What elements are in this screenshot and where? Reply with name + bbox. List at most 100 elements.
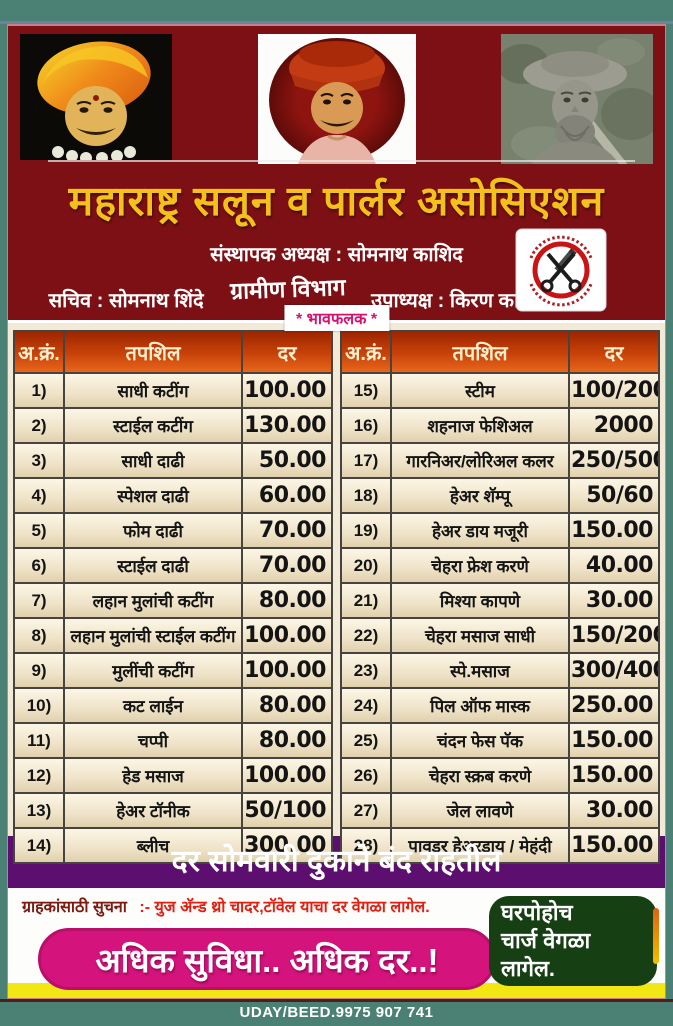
- scissors-icon: [532, 241, 590, 299]
- row-serial: 2): [13, 407, 65, 444]
- row-service-name: स्पे.मसाज: [390, 652, 570, 689]
- row-serial: 22): [340, 617, 392, 654]
- home-delivery-box: घरपोहोच चार्ज वेगळा लागेल.: [489, 896, 659, 986]
- row-rate: 150.00: [568, 757, 660, 794]
- row-rate: 150.00: [568, 827, 660, 864]
- price-tables-panel: अ.क्रं. तपशिल दर 1) साधी कटींग 100.00 2)…: [8, 320, 665, 864]
- row-rate: 150/200: [568, 617, 660, 654]
- table-header-row: अ.क्रं. तपशिल दर: [340, 330, 660, 374]
- slogan-pill: अधिक सुविधा.. अधिक दर..!: [38, 928, 496, 990]
- row-serial: 17): [340, 442, 392, 479]
- table-row: 6) स्टाईल दाढी 70.00: [13, 547, 333, 584]
- table-row: 11) चप्पी 80.00: [13, 722, 333, 759]
- row-serial: 19): [340, 512, 392, 549]
- row-service-name: स्टाईल दाढी: [63, 547, 243, 584]
- row-serial: 24): [340, 687, 392, 724]
- table-row: 7) लहान मुलांची कटींग 80.00: [13, 582, 333, 619]
- row-rate: 2000: [568, 407, 660, 444]
- table-row: 18) हेअर शॅम्पू 50/60: [340, 477, 660, 514]
- row-serial: 26): [340, 757, 392, 794]
- row-rate: 300/400: [568, 652, 660, 689]
- row-serial: 14): [13, 827, 65, 864]
- header-serial: अ.क्रं.: [340, 330, 392, 374]
- portrait-photo-2: [257, 34, 416, 164]
- row-serial: 8): [13, 617, 65, 654]
- row-rate: 100.00: [241, 617, 333, 654]
- table-row: 2) स्टाईल कटींग 130.00: [13, 407, 333, 444]
- row-rate: 100.00: [241, 757, 333, 794]
- table-header-row: अ.क्रं. तपशिल दर: [13, 330, 333, 374]
- row-service-name: लहान मुलांची कटींग: [63, 582, 243, 619]
- row-rate: 100.00: [241, 372, 333, 409]
- row-rate: 100/200: [568, 372, 660, 409]
- table-row: 1) साधी कटींग 100.00: [13, 372, 333, 409]
- row-serial: 25): [340, 722, 392, 759]
- row-service-name: स्पेशल दाढी: [63, 477, 243, 514]
- row-rate: 50.00: [241, 442, 333, 479]
- row-serial: 7): [13, 582, 65, 619]
- row-serial: 12): [13, 757, 65, 794]
- table-row: 23) स्पे.मसाज 300/400: [340, 652, 660, 689]
- delivery-line-3: लागेल.: [501, 956, 556, 981]
- customer-note-text: :- युज अ‍ॅन्ड थ्रो चादर,टॉवेल याचा दर वे…: [139, 899, 430, 916]
- row-rate: 30.00: [568, 792, 660, 829]
- table-row: 15) स्टीम 100/200: [340, 372, 660, 409]
- row-rate: 70.00: [241, 512, 333, 549]
- row-rate: 70.00: [241, 547, 333, 584]
- table-row: 5) फोम दाढी 70.00: [13, 512, 333, 549]
- customer-note-label: ग्राहकांसाठी सुचना: [22, 899, 127, 916]
- delivery-line-2: चार्ज वेगळा: [501, 928, 591, 953]
- masthead: महाराष्ट्र सलून व पार्लर असोसिएशन संस्था…: [8, 164, 665, 331]
- price-table-right: अ.क्रं. तपशिल दर 15) स्टीम 100/200 16) श…: [340, 330, 660, 864]
- row-serial: 13): [13, 792, 65, 829]
- row-service-name: साधी दाढी: [63, 442, 243, 479]
- row-rate: 80.00: [241, 582, 333, 619]
- portraits-row: [8, 26, 665, 164]
- row-serial: 11): [13, 722, 65, 759]
- row-service-name: हेअर डाय मजूरी: [390, 512, 570, 549]
- row-rate: 250/500: [568, 442, 660, 479]
- row-serial: 15): [340, 372, 392, 409]
- row-service-name: साधी कटींग: [63, 372, 243, 409]
- row-rate: 60.00: [241, 477, 333, 514]
- row-serial: 10): [13, 687, 65, 724]
- vice-president-name: उपाध्यक्ष : किरण काळे: [371, 290, 535, 312]
- row-rate: 150.00: [568, 512, 660, 549]
- row-rate: 130.00: [241, 407, 333, 444]
- association-logo: [515, 228, 607, 312]
- row-rate: 150.00: [568, 722, 660, 759]
- photos-underline: [48, 160, 635, 162]
- table-row: 13) हेअर टॉनीक 50/100: [13, 792, 333, 829]
- table-row: 27) जेल लावणे 30.00: [340, 792, 660, 829]
- row-serial: 21): [340, 582, 392, 619]
- row-service-name: शहनाज फेशिअल: [390, 407, 570, 444]
- table-row: 24) पिल ऑफ मास्क 250.00: [340, 687, 660, 724]
- table-row: 17) गारनिअर/लोरिअल कलर 250/500: [340, 442, 660, 479]
- row-serial: 20): [340, 547, 392, 584]
- header-rate: दर: [241, 330, 333, 374]
- row-service-name: जेल लावणे: [390, 792, 570, 829]
- row-rate: 50/100: [241, 792, 333, 829]
- table-row: 9) मुलींची कटींग 100.00: [13, 652, 333, 689]
- row-service-name: स्टाईल कटींग: [63, 407, 243, 444]
- row-service-name: स्टीम: [390, 372, 570, 409]
- row-serial: 27): [340, 792, 392, 829]
- row-service-name: चप्पी: [63, 722, 243, 759]
- table-row: 3) साधी दाढी 50.00: [13, 442, 333, 479]
- table-row: 10) कट लाईन 80.00: [13, 687, 333, 724]
- officers-row: सचिव : सोमनाथ शिंदे ग्रामीण विभाग उपाध्य…: [8, 274, 665, 313]
- row-rate: 250.00: [568, 687, 660, 724]
- row-service-name: हेअर शॅम्पू: [390, 477, 570, 514]
- top-border-strip: [0, 0, 673, 24]
- table-row: 21) मिश्या कापणे 30.00: [340, 582, 660, 619]
- row-service-name: हेअर टॉनीक: [63, 792, 243, 829]
- row-service-name: चंदन फेस पॅक: [390, 722, 570, 759]
- header-detail: तपशिल: [390, 330, 570, 374]
- row-rate: 80.00: [241, 722, 333, 759]
- table-row: 20) चेहरा फ्रेश करणे 40.00: [340, 547, 660, 584]
- row-service-name: मुलींची कटींग: [63, 652, 243, 689]
- row-rate: 40.00: [568, 547, 660, 584]
- row-serial: 5): [13, 512, 65, 549]
- customer-note: ग्राहकांसाठी सुचना :- युज अ‍ॅन्ड थ्रो चा…: [22, 895, 430, 917]
